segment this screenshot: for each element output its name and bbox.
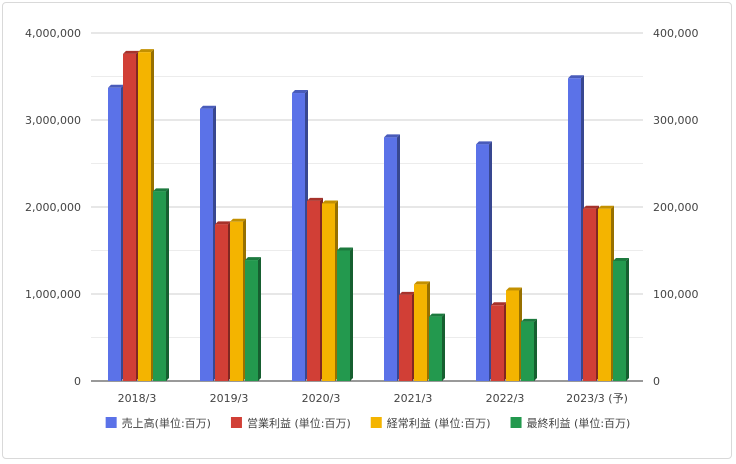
x-tick-label: 2019/3	[210, 392, 249, 405]
legend-label: 経常利益 (単位:百万)	[387, 416, 491, 430]
bar	[215, 221, 231, 381]
bar	[476, 141, 492, 381]
y-right-tick-label: 400,000	[653, 27, 699, 40]
bar	[506, 287, 522, 381]
x-axis: 2018/3 2019/3 2020/3 2021/3 2022/3 2023/3 (予)	[118, 392, 628, 405]
legend-label: 営業利益 (単位:百万)	[247, 416, 351, 430]
x-tick-label: 2022/3	[486, 392, 525, 405]
bar	[583, 205, 599, 381]
legend-item: 営業利益 (単位:百万)	[230, 416, 351, 430]
bar	[292, 90, 308, 381]
bar	[384, 134, 400, 381]
x-tick-label: 2021/3	[394, 392, 433, 405]
y-left-tick-label: 0	[74, 375, 81, 388]
legend-swatch	[370, 417, 382, 428]
y-right-tick-label: 100,000	[653, 288, 699, 301]
bar	[200, 105, 216, 381]
bar	[521, 318, 537, 381]
legend-swatch	[510, 417, 522, 428]
bar	[337, 247, 353, 381]
bar	[108, 84, 124, 381]
legend: 売上高(単位:百万) 営業利益 (単位:百万) 経常利益 (単位:百万) 最終利益 (…	[105, 416, 631, 430]
bar	[245, 257, 261, 381]
bar-chart: 2018/3 2019/3 2020/3 2021/3 2022/3 2023/3 (予)…	[25, 27, 699, 430]
bar	[307, 197, 323, 381]
bar	[230, 218, 246, 381]
bar	[491, 302, 507, 381]
bars	[108, 49, 629, 382]
y-axis-right: 0 100,000 200,000 300,000 400,000	[653, 27, 699, 388]
legend-label: 売上高(単位:百万)	[122, 416, 211, 430]
gridlines	[91, 32, 643, 382]
y-right-tick-label: 200,000	[653, 201, 699, 214]
y-left-tick-label: 1,000,000	[25, 288, 81, 301]
y-left-tick-label: 4,000,000	[25, 27, 81, 40]
y-axis-left: 0 1,000,000 2,000,000 3,000,000 4,000,000	[25, 27, 81, 388]
bar	[613, 257, 629, 381]
bar	[123, 50, 139, 381]
bar	[598, 205, 614, 381]
x-tick-label: 2023/3 (予)	[566, 392, 628, 405]
bar	[414, 281, 430, 381]
legend-item: 最終利益 (単位:百万)	[510, 416, 631, 430]
legend-item: 売上高(単位:百万)	[105, 416, 211, 430]
bar	[153, 188, 169, 381]
bar	[138, 49, 154, 381]
y-left-tick-label: 2,000,000	[25, 201, 81, 214]
legend-item: 経常利益 (単位:百万)	[370, 416, 491, 430]
legend-swatch	[105, 417, 117, 428]
y-left-tick-label: 3,000,000	[25, 114, 81, 127]
bar	[322, 200, 338, 381]
y-right-tick-label: 0	[653, 375, 660, 388]
legend-swatch	[230, 417, 242, 428]
bar	[429, 313, 445, 381]
bar	[568, 75, 584, 382]
x-tick-label: 2020/3	[302, 392, 341, 405]
bar	[399, 291, 415, 381]
legend-label: 最終利益 (単位:百万)	[527, 416, 631, 430]
chart-container: 2018/3 2019/3 2020/3 2021/3 2022/3 2023/3 (予)…	[2, 2, 732, 459]
x-tick-label: 2018/3	[118, 392, 157, 405]
y-right-tick-label: 300,000	[653, 114, 699, 127]
